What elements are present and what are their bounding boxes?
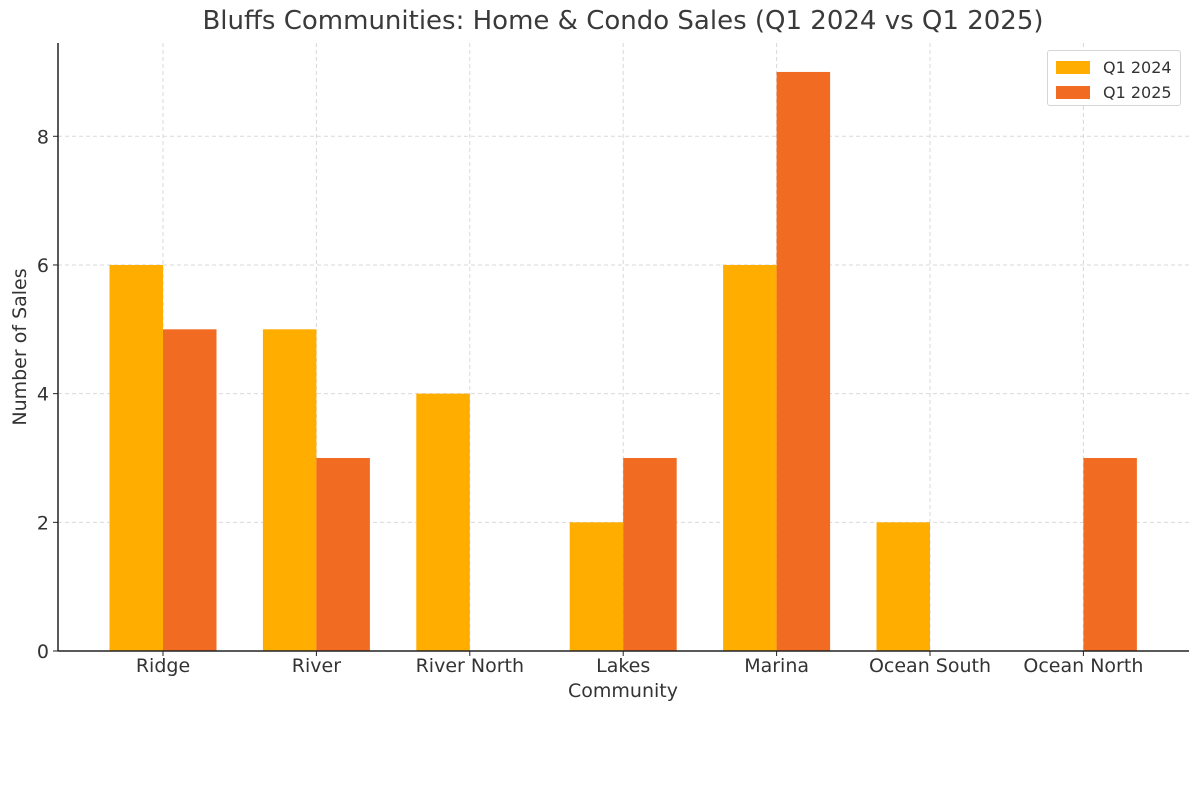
legend-swatch-1 bbox=[1056, 85, 1090, 99]
bars bbox=[109, 71, 1137, 651]
legend: Q1 2024 Q1 2025 bbox=[1047, 50, 1181, 106]
legend-item-1: Q1 2025 bbox=[1056, 82, 1172, 102]
y-tick-label: 6 bbox=[37, 255, 49, 277]
legend-item-0: Q1 2024 bbox=[1056, 57, 1172, 77]
bar-q1-2024-river bbox=[262, 329, 317, 651]
x-tick-label: Ocean North bbox=[1023, 655, 1143, 677]
y-tick-label: 4 bbox=[37, 384, 49, 406]
bar-q1-2024-lakes bbox=[569, 522, 624, 651]
chart-title: Bluffs Communities: Home & Condo Sales (… bbox=[202, 6, 1044, 36]
x-axis-label: Community bbox=[568, 680, 678, 702]
y-tick-label: 0 bbox=[37, 641, 49, 663]
bar-q1-2025-ocean-north bbox=[1083, 457, 1137, 651]
legend-label-1: Q1 2025 bbox=[1103, 82, 1172, 102]
x-tick-labels: Ridge River River North Lakes Marina Ocean So… bbox=[136, 651, 1143, 677]
bar-q1-2025-ridge bbox=[163, 329, 217, 651]
x-tick-label: River bbox=[292, 655, 341, 677]
y-tick-labels: 0 2 4 6 8 bbox=[37, 126, 58, 663]
y-tick-label: 8 bbox=[37, 126, 49, 148]
bar-q1-2025-river bbox=[316, 457, 370, 651]
x-tick-label: Marina bbox=[744, 655, 809, 677]
bar-q1-2024-ridge bbox=[109, 264, 163, 651]
bar-q1-2025-marina bbox=[776, 71, 831, 651]
legend-label-0: Q1 2024 bbox=[1103, 57, 1172, 77]
y-tick-label: 2 bbox=[37, 512, 49, 534]
x-tick-label: River North bbox=[416, 655, 524, 677]
x-tick-label: Ocean South bbox=[869, 655, 991, 677]
bar-q1-2024-ocean-south bbox=[876, 522, 930, 651]
bar-q1-2024-river-north bbox=[416, 393, 470, 651]
x-tick-label: Ridge bbox=[136, 655, 190, 677]
bar-q1-2025-lakes bbox=[623, 457, 677, 651]
bar-q1-2024-marina bbox=[723, 264, 777, 651]
x-tick-label: Lakes bbox=[596, 655, 650, 677]
legend-swatch-0 bbox=[1056, 60, 1090, 74]
